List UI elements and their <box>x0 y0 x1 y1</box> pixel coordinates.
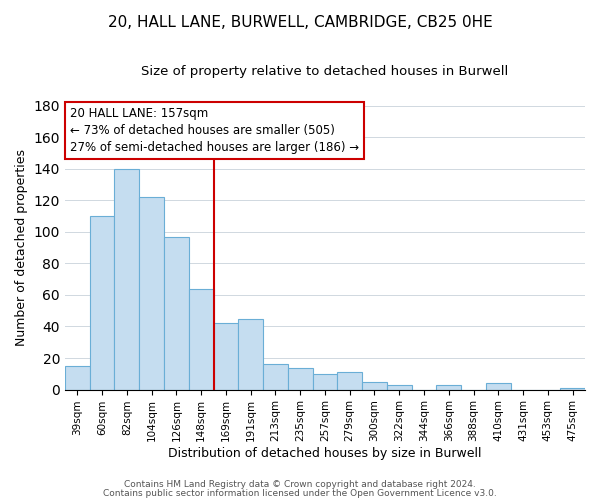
Bar <box>313 374 337 390</box>
Text: 20, HALL LANE, BURWELL, CAMBRIDGE, CB25 0HE: 20, HALL LANE, BURWELL, CAMBRIDGE, CB25 … <box>107 15 493 30</box>
Bar <box>164 236 189 390</box>
Bar <box>486 384 511 390</box>
Bar <box>115 168 139 390</box>
Text: Contains public sector information licensed under the Open Government Licence v3: Contains public sector information licen… <box>103 488 497 498</box>
Bar <box>362 382 387 390</box>
Bar <box>214 324 238 390</box>
Bar <box>560 388 585 390</box>
Text: 20 HALL LANE: 157sqm
← 73% of detached houses are smaller (505)
27% of semi-deta: 20 HALL LANE: 157sqm ← 73% of detached h… <box>70 107 359 154</box>
Bar <box>387 385 412 390</box>
Bar <box>139 197 164 390</box>
Bar <box>89 216 115 390</box>
Bar <box>263 364 288 390</box>
Bar <box>65 366 89 390</box>
X-axis label: Distribution of detached houses by size in Burwell: Distribution of detached houses by size … <box>168 447 482 460</box>
Bar <box>288 368 313 390</box>
Title: Size of property relative to detached houses in Burwell: Size of property relative to detached ho… <box>142 65 509 78</box>
Bar <box>436 385 461 390</box>
Bar <box>238 318 263 390</box>
Bar <box>189 288 214 390</box>
Text: Contains HM Land Registry data © Crown copyright and database right 2024.: Contains HM Land Registry data © Crown c… <box>124 480 476 489</box>
Bar <box>337 372 362 390</box>
Y-axis label: Number of detached properties: Number of detached properties <box>15 149 28 346</box>
